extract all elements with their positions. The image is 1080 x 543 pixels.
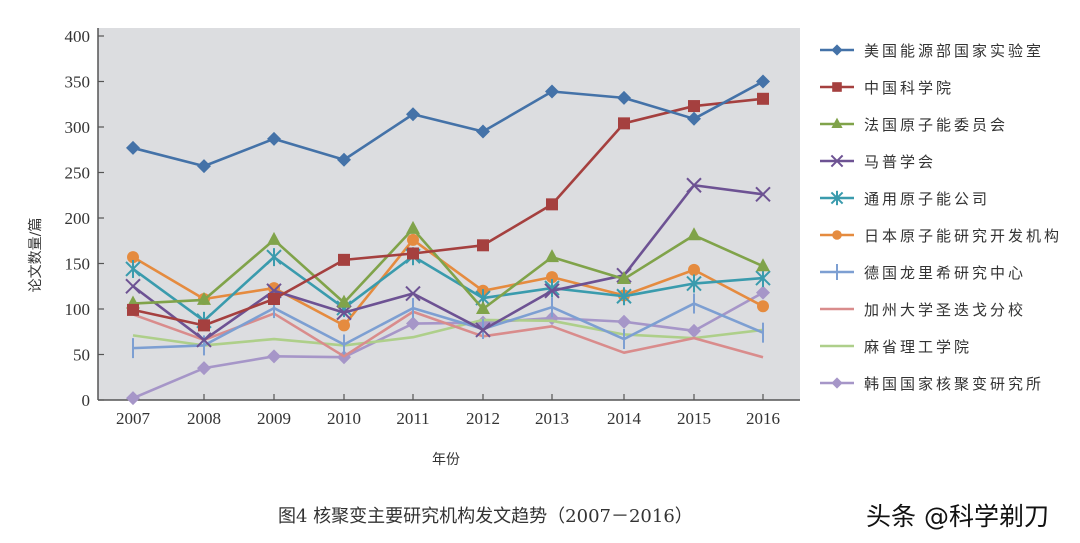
y-tick-label: 400	[65, 27, 91, 46]
x-tick-label: 2009	[257, 409, 291, 428]
legend-label: 美国能源部国家实验室	[864, 42, 1044, 60]
series-layer	[125, 74, 771, 406]
x-tick-label: 2015	[677, 409, 711, 428]
legend-item: 麻省理工学院	[820, 338, 972, 356]
legend-item: 法国原子能委员会	[820, 116, 1008, 134]
x-tick-label: 2011	[396, 409, 429, 428]
figure-caption: 图4 核聚变主要研究机构发文趋势（2007－2016）	[278, 506, 693, 527]
x-tick-label: 2010	[327, 409, 361, 428]
legend-label: 法国原子能委员会	[864, 116, 1008, 134]
legend-label: 日本原子能研究开发机构	[864, 227, 1062, 245]
y-tick-label: 200	[65, 209, 91, 228]
series-line	[132, 318, 764, 347]
y-tick-label: 0	[82, 391, 91, 410]
y-tick-label: 350	[65, 73, 91, 92]
legend-item: 韩国国家核聚变研究所	[820, 375, 1044, 393]
legend-item: 德国龙里希研究中心	[820, 264, 1026, 282]
legend-item: 马普学会	[820, 153, 936, 171]
legend-label: 加州大学圣迭戈分校	[864, 301, 1026, 319]
y-tick-label: 50	[73, 346, 90, 365]
legend-item: 通用原子能公司	[820, 190, 990, 208]
watermark: 头条 @科学剃刀	[866, 502, 1049, 531]
legend-item: 美国能源部国家实验室	[820, 42, 1044, 60]
legend-label: 通用原子能公司	[864, 190, 990, 208]
x-axis-title: 年份	[432, 452, 460, 468]
legend-label: 德国龙里希研究中心	[864, 264, 1026, 282]
y-tick-label: 100	[65, 300, 91, 319]
x-tick-label: 2014	[607, 409, 642, 428]
x-tick-label: 2016	[746, 409, 780, 428]
legend-label: 中国科学院	[864, 79, 954, 97]
x-tick-label: 2013	[535, 409, 569, 428]
x-tick-label: 2008	[187, 409, 221, 428]
y-tick-label: 300	[65, 118, 91, 137]
series-line	[126, 74, 770, 174]
legend-label: 麻省理工学院	[864, 338, 972, 356]
legend: 美国能源部国家实验室中国科学院法国原子能委员会马普学会通用原子能公司日本原子能研…	[820, 42, 1062, 393]
x-tick-label: 2012	[466, 409, 500, 428]
series-line	[125, 177, 771, 348]
series-line	[132, 293, 764, 359]
x-axis: 2007 2008 2009 2010 2011 2012 2013 2014 2015 2016	[98, 394, 800, 428]
y-axis: 0 50 100 150 200 250 300 350 400	[65, 27, 104, 410]
series-line	[127, 92, 769, 332]
y-tick-label: 150	[65, 255, 91, 274]
x-tick-label: 2007	[116, 409, 151, 428]
y-axis-title: 论文数量/篇	[28, 218, 44, 293]
legend-label: 马普学会	[864, 153, 936, 171]
legend-item: 中国科学院	[820, 79, 954, 97]
series-line	[125, 247, 771, 330]
legend-item: 加州大学圣迭戈分校	[820, 301, 1026, 319]
y-tick-label: 250	[65, 164, 91, 183]
legend-item: 日本原子能研究开发机构	[820, 227, 1062, 245]
legend-label: 韩国国家核聚变研究所	[864, 375, 1044, 393]
